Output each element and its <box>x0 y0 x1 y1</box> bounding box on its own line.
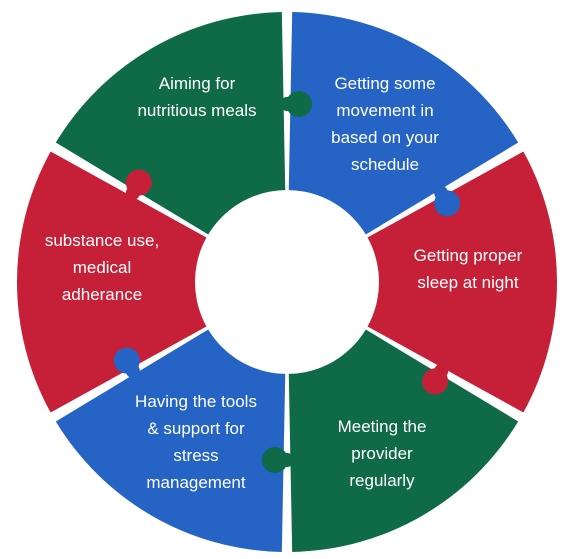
puzzle-tab-sleep <box>422 368 449 395</box>
segment-label-provider: Meeting the provider regularly <box>337 417 427 490</box>
segment-label-sleep: Getting proper sleep at night <box>413 246 523 292</box>
segment-sleep <box>365 151 558 413</box>
puzzle-tab-stress-management <box>113 347 140 374</box>
puzzle-segments <box>16 12 558 552</box>
puzzle-tab-movement <box>434 190 461 217</box>
segment-label-movement: Getting some movement in based on your s… <box>331 74 439 174</box>
puzzle-tabs <box>113 91 461 473</box>
segment-label-stress-management: Having the tools & support for stress ma… <box>135 392 257 492</box>
segment-provider <box>288 328 519 552</box>
segment-movement <box>288 12 519 236</box>
puzzle-tab-substance-use <box>125 169 152 196</box>
segment-stress-management <box>55 328 286 552</box>
segment-label-nutritious-meals: Aiming for nutritious meals <box>137 74 257 120</box>
segment-label-substance-use: substance use, medical adherance <box>44 231 160 304</box>
segment-substance-use <box>16 151 209 413</box>
segment-nutritious-meals <box>55 12 286 236</box>
puzzle-tab-nutritious-meals <box>286 91 312 117</box>
puzzle-tab-provider <box>262 447 288 473</box>
center-hole <box>195 190 379 374</box>
